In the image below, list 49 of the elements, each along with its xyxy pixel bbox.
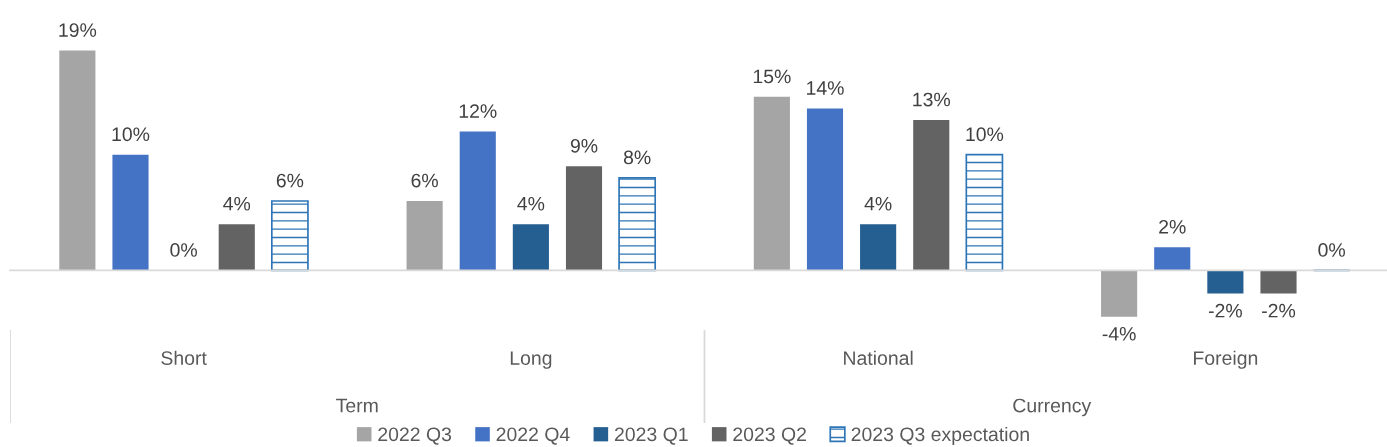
bar <box>512 224 549 271</box>
bar <box>1207 270 1244 294</box>
data-label: -4% <box>1102 327 1136 341</box>
x-tick-label: Short <box>161 350 207 365</box>
bar <box>406 200 443 271</box>
bar <box>218 224 255 271</box>
data-label: 4% <box>864 196 892 211</box>
data-label: -2% <box>1208 303 1242 318</box>
bar <box>59 50 96 271</box>
data-label: 14% <box>807 81 844 95</box>
bar <box>965 153 1004 272</box>
text: Currency <box>1013 398 1092 417</box>
data-label: 0% <box>1318 243 1345 257</box>
data-label: 4% <box>223 196 251 211</box>
data-label: 8% <box>623 150 651 165</box>
data-label: 2% <box>1159 219 1186 234</box>
data-label: 10% <box>966 127 1004 142</box>
data-label: 19% <box>59 23 97 37</box>
bar <box>270 200 309 272</box>
bar <box>753 96 790 271</box>
bar <box>112 154 149 271</box>
bar <box>459 131 496 271</box>
text: Term <box>336 398 378 413</box>
legend-label: 2022 Q4 <box>496 427 570 445</box>
bar <box>618 177 657 272</box>
x-tick-label: National <box>844 350 913 365</box>
bar <box>913 119 950 271</box>
data-label: 10% <box>112 127 150 142</box>
legend-label: 2023 Q2 <box>733 427 806 445</box>
bar <box>1101 270 1138 317</box>
data-label: 6% <box>276 173 304 188</box>
data-label: 15% <box>753 69 791 84</box>
bar <box>1260 270 1297 294</box>
bar <box>860 224 897 271</box>
legend-label: 2022 Q3 <box>378 427 452 445</box>
x-tick-label: Foreign <box>1194 350 1258 369</box>
legend-label: 2023 Q3 expectation <box>851 426 1029 446</box>
data-label: 6% <box>411 173 438 188</box>
data-label: -2% <box>1262 303 1296 318</box>
bar <box>1154 247 1191 271</box>
data-label: 0% <box>170 243 197 257</box>
data-label: 9% <box>570 138 598 153</box>
x-tick-label: Long <box>510 351 552 369</box>
legend-label: 2023 Q1 <box>614 427 688 445</box>
bar <box>806 108 844 271</box>
data-label: 4% <box>517 196 545 211</box>
data-label: 12% <box>459 104 497 118</box>
data-label: 13% <box>913 92 951 107</box>
bar <box>565 166 603 271</box>
